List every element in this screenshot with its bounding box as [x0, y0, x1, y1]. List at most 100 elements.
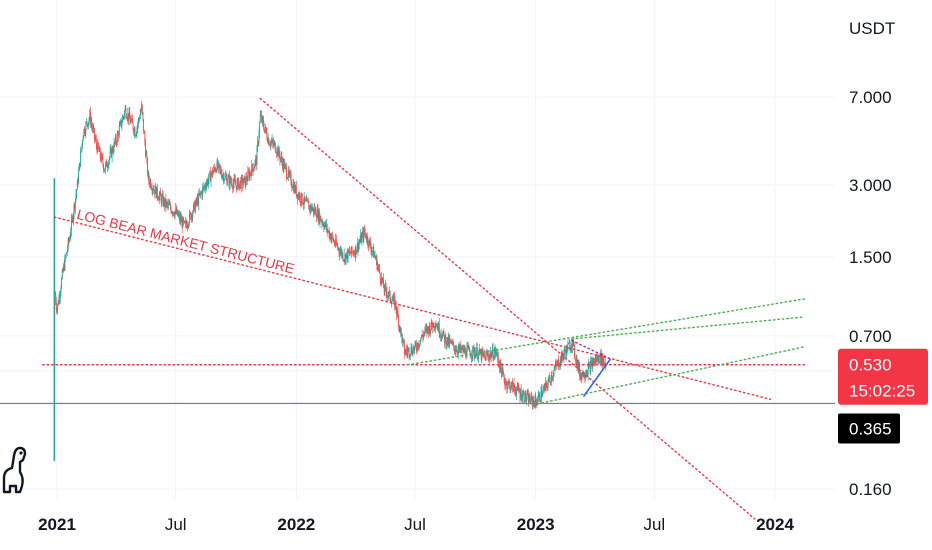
candle-body [459, 345, 461, 350]
candle-body [214, 168, 216, 172]
candle-body [520, 389, 522, 398]
candle-body [451, 341, 453, 344]
candle-body [324, 222, 326, 225]
candle-body [332, 237, 334, 242]
candle-body [510, 382, 512, 389]
candle-body [330, 237, 332, 240]
candle-body [518, 391, 520, 393]
candle-body [375, 256, 377, 260]
candle-body [95, 139, 97, 141]
candle-body [488, 354, 489, 358]
candle-body [66, 251, 68, 254]
candle-body [602, 353, 603, 366]
candle-body [405, 349, 407, 353]
candle-body [352, 251, 354, 254]
candle-body [158, 195, 160, 201]
candle-body [267, 138, 269, 143]
candle-body [381, 277, 383, 282]
candle-body [512, 383, 514, 392]
candle-body [514, 388, 516, 389]
candle-body [98, 148, 100, 152]
candle-body [554, 363, 556, 368]
candle-body [77, 180, 79, 184]
candle-body [449, 339, 451, 342]
y-axis: USDT 7.000 3.000 1.500 0.700 0.160 [849, 19, 895, 499]
candle-body [465, 349, 466, 357]
candle-body [523, 392, 525, 401]
candle-body [215, 169, 217, 172]
candle-body [480, 351, 482, 360]
candle-body [429, 325, 431, 333]
candle-body [382, 278, 384, 282]
candle-body [598, 355, 600, 363]
candle-body [553, 370, 555, 376]
candle-body [243, 177, 245, 184]
trend-line-wedge-support [582, 358, 612, 398]
candle-body [300, 201, 302, 203]
candle-body [439, 334, 441, 336]
candle-body [142, 112, 144, 119]
candle-body [349, 251, 351, 254]
candle-body [153, 189, 155, 191]
candle-body [56, 309, 58, 311]
candle-body [227, 182, 228, 185]
candle-body [230, 182, 232, 183]
chart-grid [0, 0, 835, 500]
candle-body [86, 121, 87, 123]
candle-body [460, 344, 462, 351]
candle-body [86, 121, 88, 125]
candle-body [516, 385, 518, 390]
candle-body [259, 114, 261, 123]
candle-body [116, 133, 118, 143]
candle-body [587, 372, 588, 376]
candle-body [583, 376, 585, 378]
candle-body [109, 151, 111, 158]
annotation-log-bear-market-structure: LOG BEAR MARKET STRUCTURE [75, 206, 296, 277]
candle-body [273, 143, 275, 146]
candle-body [522, 392, 524, 395]
candle-body [423, 334, 424, 338]
candle-body [78, 171, 80, 184]
candle-body [99, 148, 101, 152]
candle-body [171, 212, 173, 214]
candle-body [400, 328, 402, 334]
candle-body [387, 295, 388, 297]
candle-body [599, 362, 601, 363]
candle-body [128, 112, 130, 121]
candle-body [180, 216, 182, 222]
candle-body [484, 355, 486, 361]
candle-body [209, 171, 211, 174]
candle-body [344, 253, 346, 260]
candle-body [164, 198, 166, 206]
candle-body [568, 342, 569, 345]
candle-body [393, 296, 395, 298]
candle-body [289, 173, 291, 175]
candle-body [280, 156, 282, 159]
candle-body [571, 345, 573, 348]
candle-body [358, 242, 360, 244]
candle-body [102, 157, 104, 165]
trend-line-channel-mid [571, 316, 806, 340]
candle-body [433, 322, 435, 328]
candle-body [328, 230, 329, 232]
candle-body [209, 171, 211, 182]
candle-body [261, 115, 263, 122]
candle-body [101, 154, 103, 161]
candle-body [369, 239, 371, 242]
candle-body [190, 213, 192, 220]
candle-body [280, 158, 282, 161]
candle-body [57, 303, 59, 305]
candle-body [531, 395, 533, 398]
candle-body [558, 366, 560, 367]
candle-body [61, 270, 63, 279]
candle-body [135, 135, 137, 137]
candle-body [411, 347, 413, 353]
candle-body [455, 350, 457, 352]
candle-body [219, 164, 221, 169]
candle-body [229, 175, 230, 186]
candle-body [531, 397, 533, 405]
x-axis: 2021 Jul 2022 Jul 2023 Jul 2024 [38, 515, 794, 534]
candle-body [309, 205, 311, 211]
candle-body [137, 119, 139, 125]
